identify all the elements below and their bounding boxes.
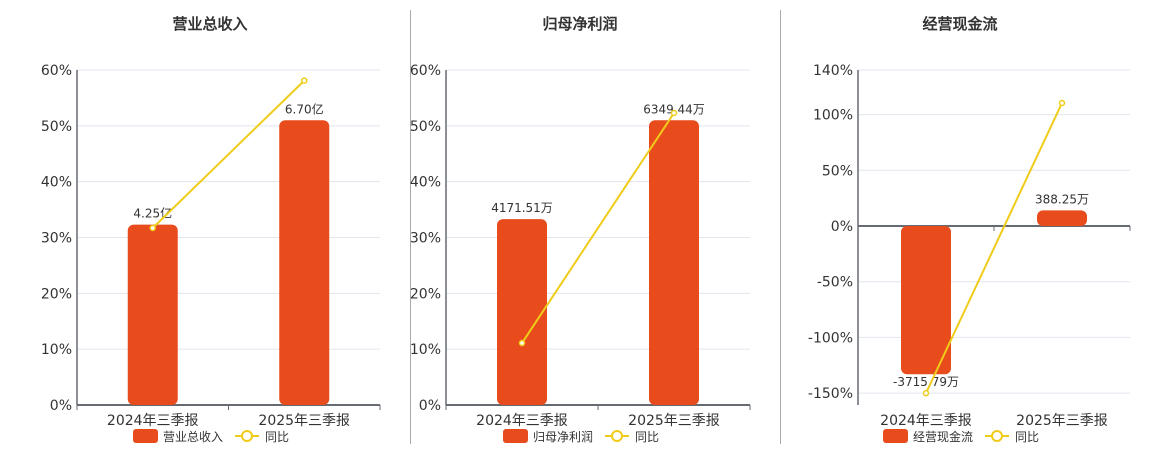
y-tick-label: 50% [41, 119, 72, 135]
y-tick-label: 100% [813, 108, 853, 124]
legend-line-marker [241, 430, 253, 442]
bar [497, 219, 547, 405]
yoy-point [922, 389, 930, 397]
legend-line-label: 同比 [265, 430, 289, 444]
x-category-label: 2025年三季报 [1016, 413, 1108, 429]
bar [127, 224, 178, 405]
yoy-point [149, 224, 156, 232]
x-category-label: 2025年三季报 [258, 413, 350, 429]
x-category-label: 2025年三季报 [628, 413, 720, 429]
legend-line-label: 同比 [1015, 430, 1039, 444]
legend-bar-swatch [133, 429, 158, 443]
yoy-line [521, 112, 675, 344]
legend-line-marker [991, 430, 1003, 442]
bar-value-label: 6.70亿 [285, 101, 324, 116]
y-tick-label: 10% [41, 342, 72, 358]
x-category-label: 2024年三季报 [107, 413, 199, 429]
bar [649, 120, 699, 405]
bar [1037, 210, 1087, 226]
x-category-label: 2024年三季报 [880, 413, 972, 429]
yoy-point [301, 77, 308, 84]
y-tick-label: 10% [410, 342, 441, 358]
legend-line-marker [611, 430, 623, 442]
panel-divider [410, 10, 411, 444]
y-tick-label: 140% [813, 63, 853, 79]
yoy-point [1058, 99, 1066, 107]
y-tick-label: 30% [410, 231, 441, 247]
yoy-point [518, 339, 526, 347]
yoy-point [670, 109, 678, 117]
y-tick-label: 60% [41, 63, 72, 79]
y-tick-label: 0% [419, 398, 441, 414]
legend-bar-label: 经营现金流 [913, 429, 973, 444]
y-tick-label: -100% [808, 330, 853, 346]
chart-panel-cash-flow: 经营现金流 -150% -100% -50% 0% 50% 100% 140% -3715.79… [780, 0, 1160, 450]
bar [901, 226, 951, 375]
bar-value-label: 388.25万 [1035, 192, 1089, 206]
y-tick-label: 20% [41, 286, 72, 302]
y-tick-label: 50% [822, 163, 853, 179]
y-tick-label: 40% [41, 175, 72, 191]
cash-flow-chart: 经营现金流 -150% -100% -50% 0% 50% 100% 140% -3715.79… [808, 15, 1131, 444]
legend-bar-label: 营业总收入 [163, 430, 223, 444]
chart-panel-net-profit: 归母净利润 0% 10% 20% 30% 40% 50% 60% 4171.51万 2024年三季… [400, 0, 780, 450]
legend-bar-swatch [883, 429, 908, 443]
bar-value-label: 6349.44万 [643, 102, 705, 116]
y-tick-label: 40% [410, 175, 441, 191]
chart-panel-revenue: 营业总收入 0% 10% 20% 30% 40% 50% 60% 4.25亿 2024年三季报 6.… [0, 0, 400, 450]
y-tick-label: 0% [50, 398, 72, 414]
chart-title: 营业总收入 [172, 15, 247, 33]
yoy-line [152, 79, 305, 229]
chart-title: 归母净利润 [542, 15, 617, 33]
bar [279, 120, 330, 405]
legend-bar-label: 归母净利润 [533, 430, 593, 444]
y-tick-label: 50% [410, 119, 441, 135]
y-tick-label: -150% [808, 386, 853, 402]
bar-value-label: -3715.79万 [893, 375, 959, 389]
y-tick-label: 20% [410, 286, 441, 302]
y-tick-label: 30% [41, 231, 72, 247]
revenue-chart: 营业总收入 0% 10% 20% 30% 40% 50% 60% 4.25亿 2024年三季报 6.… [41, 15, 381, 444]
y-tick-label: -50% [817, 275, 853, 291]
bar-value-label: 4171.51万 [491, 201, 553, 215]
net-profit-chart: 归母净利润 0% 10% 20% 30% 40% 50% 60% 4171.51万 2024年三季… [410, 15, 751, 444]
yoy-line [925, 102, 1063, 394]
bar-value-label: 4.25亿 [133, 206, 172, 221]
y-tick-label: 60% [410, 63, 441, 79]
legend-line-label: 同比 [635, 430, 659, 444]
chart-title: 经营现金流 [922, 15, 997, 33]
legend-bar-swatch [503, 429, 528, 443]
panel-divider [780, 10, 781, 444]
y-tick-label: 0% [831, 219, 853, 235]
x-category-label: 2024年三季报 [476, 413, 568, 429]
